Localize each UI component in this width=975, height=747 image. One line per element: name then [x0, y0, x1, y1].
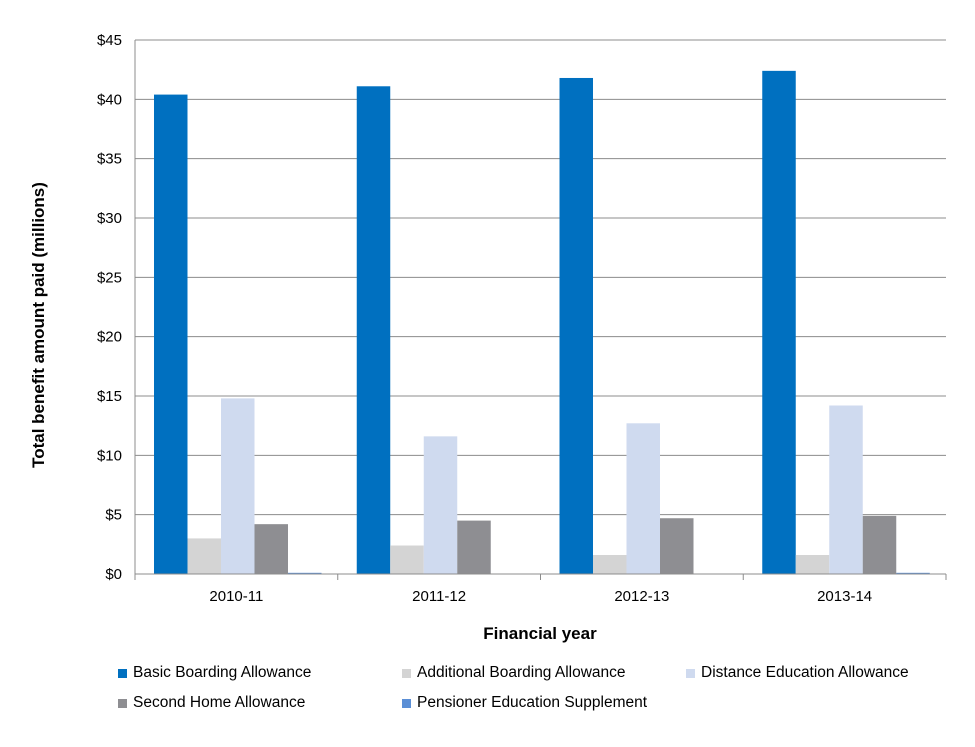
bars [154, 70, 930, 575]
y-tick-label: $45 [97, 32, 122, 49]
bar-second-home-allowance [254, 524, 288, 574]
bar-additional-boarding-allowance [187, 538, 221, 574]
y-tick-label: $25 [97, 269, 122, 286]
bar-chart: $0 $5 $10 $15 $20 $25 $30 $35 $40 $45 2010-11 2011… [29, 32, 947, 643]
y-tick-labels: $0 $5 $10 $15 $20 $25 $30 $35 $40 $45 [97, 32, 122, 583]
bar-additional-boarding-allowance [593, 555, 627, 574]
bar-distance-education-allowance [423, 436, 458, 574]
legend-label: Additional Boarding Allowance [417, 664, 626, 681]
y-tick-label: $0 [105, 566, 122, 583]
bar-second-home-allowance [660, 518, 694, 574]
bar-additional-boarding-allowance [795, 555, 830, 574]
bar-basic-boarding-allowance [559, 77, 593, 575]
bar-basic-boarding-allowance [762, 70, 796, 574]
y-tick-label: $30 [97, 210, 122, 227]
bar-basic-boarding-allowance [154, 94, 188, 574]
gridlines [135, 39, 946, 516]
legend-item: Additional Boarding Allowance [402, 664, 626, 682]
y-tick-label: $5 [105, 507, 122, 524]
x-tick-label: 2012-13 [614, 588, 669, 605]
legend-label: Distance Education Allowance [701, 664, 909, 681]
y-tick-label: $20 [97, 329, 122, 346]
y-tick-label: $10 [97, 447, 122, 464]
legend-swatch [402, 668, 411, 678]
bar-basic-boarding-allowance [356, 86, 391, 574]
legend-label: Second Home Allowance [133, 694, 306, 711]
x-tick-label: 2010-11 [209, 588, 263, 605]
legend-label: Basic Boarding Allowance [133, 664, 312, 681]
x-tick-label: 2013-14 [817, 588, 872, 605]
y-tick-label: $35 [97, 151, 122, 168]
y-tick-label: $40 [97, 91, 122, 108]
x-axis-title: Financial year [483, 624, 597, 643]
legend-label: Pensioner Education Supplement [417, 694, 648, 711]
bar-pensioner-education-supplement [288, 572, 322, 574]
legend-item: Pensioner Education Supplement [402, 694, 647, 712]
axes [134, 40, 947, 580]
legend-swatch [686, 668, 695, 678]
legend-swatch [118, 668, 127, 678]
legend-item: Basic Boarding Allowance [118, 664, 311, 682]
legend-swatch [118, 698, 127, 708]
legend-swatch [402, 698, 411, 708]
bar-distance-education-allowance [221, 398, 255, 574]
bar-second-home-allowance [457, 520, 491, 574]
bar-additional-boarding-allowance [390, 545, 424, 574]
x-tick-label: 2011-12 [412, 588, 466, 605]
bar-second-home-allowance [862, 515, 897, 574]
bar-distance-education-allowance [829, 405, 863, 574]
bar-pensioner-education-supplement [896, 572, 930, 574]
y-tick-label: $15 [97, 388, 122, 405]
y-axis-title: Total benefit amount paid (millions) [29, 182, 48, 468]
legend-item: Distance Education Allowance [686, 664, 909, 682]
legend-item: Second Home Allowance [118, 694, 305, 712]
x-tick-labels: 2010-11 2011-12 2012-13 2013-14 [209, 588, 872, 605]
bar-distance-education-allowance [626, 423, 660, 574]
